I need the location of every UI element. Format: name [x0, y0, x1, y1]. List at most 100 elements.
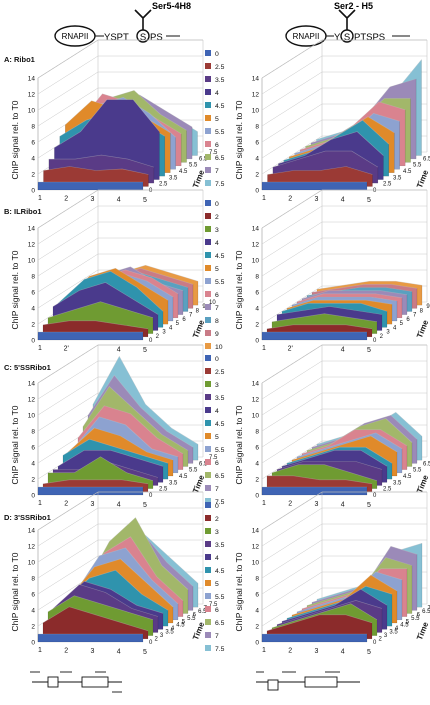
legend-label: 2.5 [215, 369, 225, 376]
series-area-0 [37, 633, 144, 643]
y-tick-label: 12 [252, 92, 260, 99]
series-edge-3 [271, 313, 378, 322]
y-tick-label: 14 [28, 226, 36, 233]
back-wall-edges [321, 190, 428, 302]
legend-swatch-6 [205, 606, 211, 612]
gridline [37, 392, 203, 432]
x-tick-label: 1 [262, 345, 266, 352]
series-edge-5.5 [72, 416, 179, 458]
time-axis-label: Time [191, 620, 206, 641]
series-edge-7 [87, 374, 194, 448]
series-area-2 [42, 606, 149, 640]
y-tick-label: 4 [31, 461, 35, 468]
time-tick-label: 3.5 [165, 630, 174, 636]
exon-box [81, 676, 109, 688]
time-tick-label: 6 [182, 317, 186, 323]
y-axis-label: ChIP signal rel. to T0 [10, 250, 20, 329]
y-tick-label: 12 [28, 92, 36, 99]
gridline [261, 237, 427, 277]
series-edge-7 [311, 414, 418, 448]
time-tick-label: 2 [378, 637, 382, 643]
gridline [37, 205, 203, 245]
time-tick-label: 2.5 [159, 182, 168, 188]
time-tick-label: 2.5 [159, 487, 168, 493]
x-tick-label: 2' [64, 346, 69, 353]
time-tick-label: 6.5 [423, 156, 430, 162]
gridline [261, 360, 427, 400]
series-edge-6 [296, 293, 403, 303]
legend-label: 6.5 [215, 620, 225, 627]
y-tick-label: 14 [252, 226, 260, 233]
legend-swatch-4 [205, 407, 211, 413]
x-tick-label: 4 [117, 649, 121, 656]
y-tick-label: 6 [255, 445, 259, 452]
legend-label: 3 [215, 529, 219, 536]
gridline [261, 253, 427, 293]
legend-swatch-5.5 [205, 278, 211, 284]
y-tick-label: 8 [31, 429, 35, 436]
time-tick-label: 5.5 [413, 468, 422, 474]
time-tick-label: 0 [149, 640, 153, 646]
x-tick-label: 3 [91, 196, 95, 203]
y-tick-label: 4 [31, 156, 35, 163]
y-tick-label: 2 [255, 624, 259, 631]
x-tick-label: 1 [38, 345, 42, 352]
y-tick-label: 2 [255, 172, 259, 179]
gridline [37, 269, 203, 309]
series-edge-4 [276, 306, 383, 315]
time-axis-label: Time [415, 620, 430, 641]
legend-swatch-0 [205, 200, 211, 206]
time-tick-label: 7.5 [209, 455, 218, 461]
seq-before: Y [334, 32, 341, 43]
y-tick-label: 10 [252, 108, 260, 115]
legend-label: 3.5 [215, 395, 225, 402]
legend-label: 3.5 [215, 542, 225, 549]
time-axis-label: Time [191, 168, 206, 189]
legend-label: 2 [215, 214, 219, 221]
legend-label: 7 [215, 305, 219, 312]
x-tick-label: 4 [117, 197, 121, 204]
x-tick-label: 5 [367, 197, 371, 204]
x-tick-label: 2' [288, 346, 293, 353]
time-tick-label: 3.5 [169, 175, 178, 181]
legend-swatch-6.5 [205, 154, 211, 160]
legend-swatch-6.5 [205, 472, 211, 478]
time-tick-label: 8 [420, 308, 424, 314]
y-axis-label: ChIP signal rel. to T0 [234, 552, 244, 631]
legend-swatch-3.5 [205, 76, 211, 82]
time-tick-label: 0 [373, 493, 377, 499]
gridline [37, 253, 203, 293]
y-tick-label: 12 [252, 544, 260, 551]
legend-swatch-5 [205, 433, 211, 439]
time-tick-label: 2.5 [383, 182, 392, 188]
legend-label: 4 [215, 555, 219, 562]
gridline [261, 539, 427, 579]
legend-label: 7 [215, 633, 219, 640]
time-axis-label: Time [191, 318, 206, 339]
time-tick-label: 0 [373, 338, 377, 344]
antibody-y-icon [338, 9, 356, 30]
y-tick-label: 12 [252, 242, 260, 249]
series-area-2 [266, 614, 373, 640]
series-edge-3.5 [48, 154, 154, 168]
gridline [261, 523, 427, 563]
x-tick-label: 1 [262, 500, 266, 507]
legend-swatch-9 [205, 330, 211, 336]
legend-label: 4.5 [215, 253, 225, 260]
panel-title: D: 3'SSRibo1 [4, 513, 51, 522]
legend-swatch-5 [205, 265, 211, 271]
y-tick-label: 6 [255, 592, 259, 599]
legend-swatch-7 [205, 304, 211, 310]
legend-swatch-3 [205, 226, 211, 232]
legend-swatch-4.5 [205, 102, 211, 108]
legend-swatch-7.5 [205, 645, 211, 651]
y-tick-label: 2 [255, 477, 259, 484]
series-edge-5 [286, 299, 393, 309]
legend-label: 7.5 [215, 499, 225, 506]
header-right: RNAPII Y S PTSPS Ser2 - H5 [285, 1, 410, 47]
